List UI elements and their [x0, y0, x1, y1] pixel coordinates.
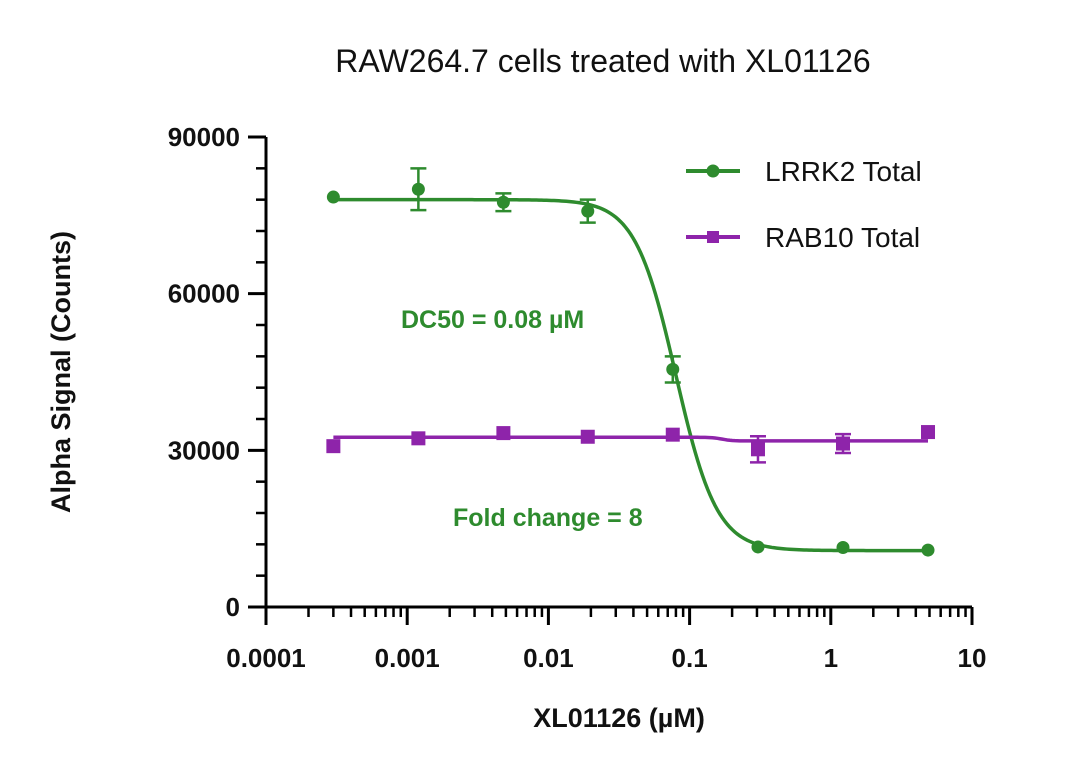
legend-label-lrrk2: LRRK2 Total — [765, 156, 922, 187]
rab10-point — [326, 439, 341, 454]
rab10-point — [921, 425, 936, 440]
rab10-point — [835, 436, 850, 451]
rab10-point — [580, 429, 595, 444]
legend-label-rab10: RAB10 Total — [765, 222, 920, 253]
chart-title: RAW264.7 cells treated with XL01126 — [335, 43, 870, 79]
lrrk2-point — [836, 540, 850, 554]
lrrk2-point — [496, 195, 510, 209]
legend-marker-lrrk2 — [706, 164, 720, 178]
y-tick-label: 90000 — [168, 122, 240, 152]
x-tick-label: 0.001 — [375, 643, 440, 673]
x-tick-label: 0.01 — [523, 643, 574, 673]
x-tick-label: 10 — [958, 643, 987, 673]
y-tick-label: 60000 — [168, 279, 240, 309]
legend: LRRK2 Total RAB10 Total — [686, 156, 922, 253]
y-axis-label: Alpha Signal (Counts) — [46, 231, 76, 513]
rab10-point — [496, 426, 511, 441]
rab10-point — [411, 431, 426, 446]
lrrk2-point — [666, 362, 680, 376]
rab10-point — [750, 442, 765, 457]
x-tick-label: 0.0001 — [226, 643, 306, 673]
fit-curves — [333, 197, 928, 553]
lrrk2-point — [326, 190, 340, 204]
axes: 0 30000 60000 90000 0.0001 0.001 0.01 0.1 1 10 — [168, 122, 987, 673]
rab10-point — [665, 427, 680, 442]
x-axis-label: XL01126 (µM) — [533, 703, 705, 733]
lrrk2-point — [411, 182, 425, 196]
dc50-annotation: DC50 = 0.08 µM — [401, 306, 584, 334]
lrrk2-point — [921, 543, 935, 557]
legend-marker-rab10 — [707, 231, 719, 243]
y-tick-label: 0 — [226, 592, 240, 622]
x-tick-label: 1 — [824, 643, 838, 673]
rab10-fit-curve — [333, 435, 928, 443]
data-points — [326, 167, 936, 557]
y-tick-label: 30000 — [168, 435, 240, 465]
lrrk2-point — [581, 204, 595, 218]
x-tick-label: 0.1 — [672, 643, 708, 673]
fold-change-annotation: Fold change = 8 — [453, 504, 643, 532]
lrrk2-fit-curve — [333, 197, 928, 553]
lrrk2-point — [751, 540, 765, 554]
